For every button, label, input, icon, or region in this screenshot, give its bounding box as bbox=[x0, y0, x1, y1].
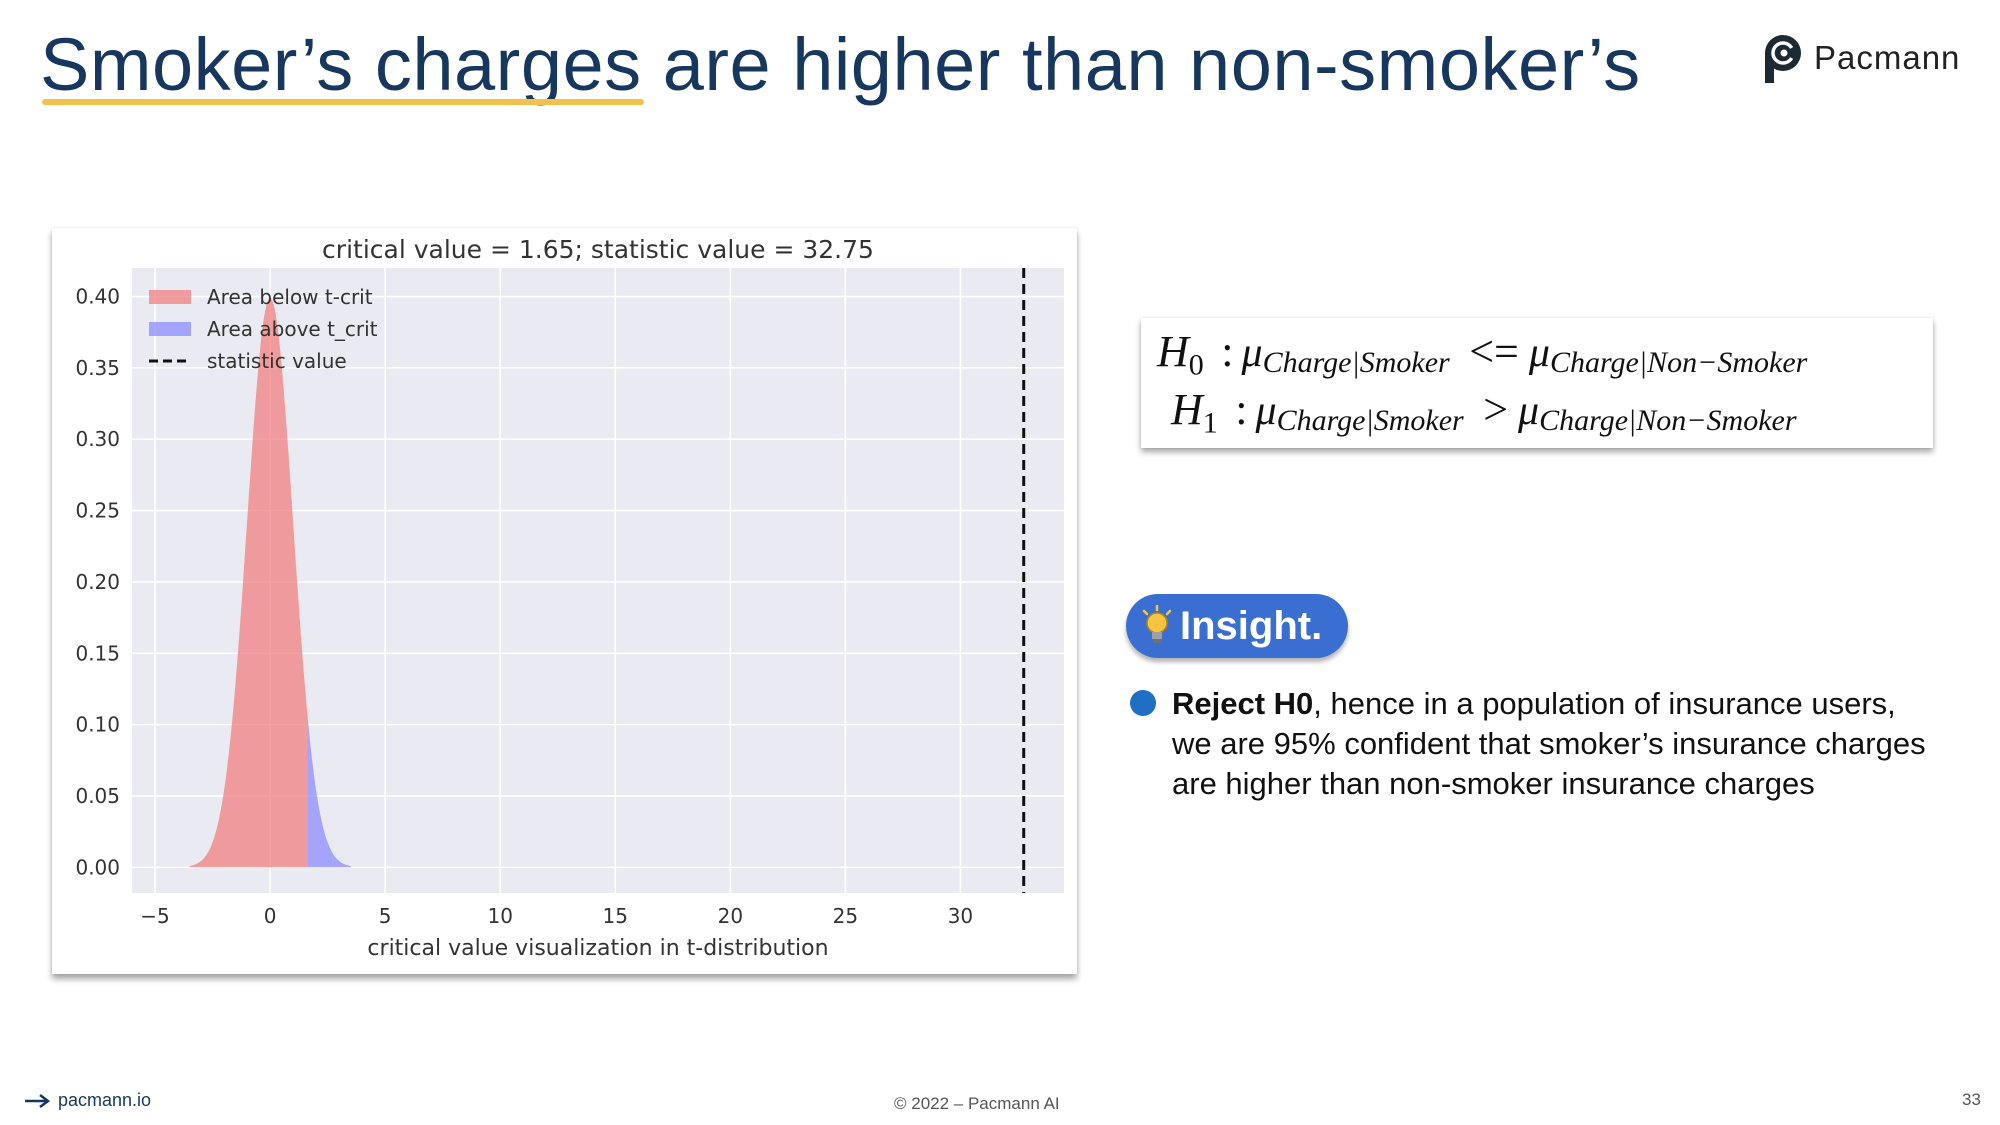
footer-link[interactable]: pacmann.io bbox=[24, 1090, 151, 1111]
hypotheses-box: H0 : μCharge|Smoker <= μCharge|Non−Smoker … bbox=[1141, 318, 1933, 448]
pacmann-logo: Pacmann bbox=[1762, 32, 1960, 84]
x-tick-label: 10 bbox=[487, 904, 512, 928]
x-tick-label: 20 bbox=[718, 904, 743, 928]
y-tick-label: 0.40 bbox=[75, 285, 120, 309]
chart-title: critical value = 1.65; statistic value =… bbox=[322, 235, 874, 264]
legend-swatch-above bbox=[149, 322, 191, 336]
y-tick-label: 0.00 bbox=[75, 855, 120, 879]
insight-label: Insight. bbox=[1180, 603, 1323, 648]
copyright: © 2022 – Pacmann AI bbox=[894, 1094, 1060, 1113]
y-tick-label: 0.20 bbox=[75, 570, 120, 594]
y-tick-label: 0.35 bbox=[75, 356, 120, 380]
hypothesis-h0: H0 : μCharge|Smoker <= μCharge|Non−Smoker bbox=[1157, 327, 1808, 382]
y-tick-label: 0.10 bbox=[75, 713, 120, 737]
insight-badge: Insight. bbox=[1126, 594, 1348, 658]
area-above-t-crit bbox=[308, 721, 351, 868]
legend: Area below t-crit Area above t_crit stat… bbox=[149, 285, 378, 373]
y-tick-label: 0.05 bbox=[75, 784, 120, 808]
y-tick-label: 0.30 bbox=[75, 427, 120, 451]
logo-text: Pacmann bbox=[1814, 39, 1961, 76]
area-below-t-crit bbox=[189, 298, 308, 868]
insight-text: Reject H0, hence in a population of insu… bbox=[1172, 686, 1926, 801]
arrow-right-icon bbox=[25, 1093, 50, 1108]
y-tick-label: 0.25 bbox=[75, 499, 120, 523]
legend-label-statistic: statistic value bbox=[207, 349, 347, 373]
x-tick-label: 0 bbox=[264, 904, 277, 928]
hypothesis-h1: H1 : μCharge|Smoker > μCharge|Non−Smoker bbox=[1171, 385, 1797, 440]
x-tick-label: 25 bbox=[833, 904, 858, 928]
legend-swatch-below bbox=[149, 290, 191, 304]
y-tick-label: 0.15 bbox=[75, 641, 120, 665]
pacmann-logo-icon bbox=[1765, 35, 1801, 83]
legend-label-below: Area below t-crit bbox=[207, 285, 373, 309]
t-distribution-chart: −5 0 5 10 15 20 25 30 0.00 0.05 0.10 0.15 0.20 0.25 0.… bbox=[52, 228, 1077, 974]
footer-link-text[interactable]: pacmann.io bbox=[58, 1090, 152, 1110]
x-tick-label: −5 bbox=[140, 904, 169, 928]
bullet-dot bbox=[1130, 690, 1156, 716]
legend-label-above: Area above t_crit bbox=[207, 317, 378, 341]
x-axis-label: critical value visualization in t-distri… bbox=[367, 936, 828, 961]
x-tick-label: 30 bbox=[948, 904, 973, 928]
title-highlight: Smoker’s charges bbox=[40, 23, 644, 106]
page-number: 33 bbox=[1962, 1090, 1981, 1109]
chart-svg: −5 0 5 10 15 20 25 30 0.00 0.05 0.10 0.15 0.20 0.25 0.… bbox=[75, 235, 1064, 961]
lightbulb-icon bbox=[1142, 605, 1172, 643]
title-rest: are higher than non-smoker’s bbox=[641, 23, 1641, 106]
x-tick-label: 5 bbox=[379, 904, 392, 928]
slide-title: Smoker’s charges are higher than non-smo… bbox=[40, 22, 1641, 107]
x-tick-label: 15 bbox=[603, 904, 628, 928]
